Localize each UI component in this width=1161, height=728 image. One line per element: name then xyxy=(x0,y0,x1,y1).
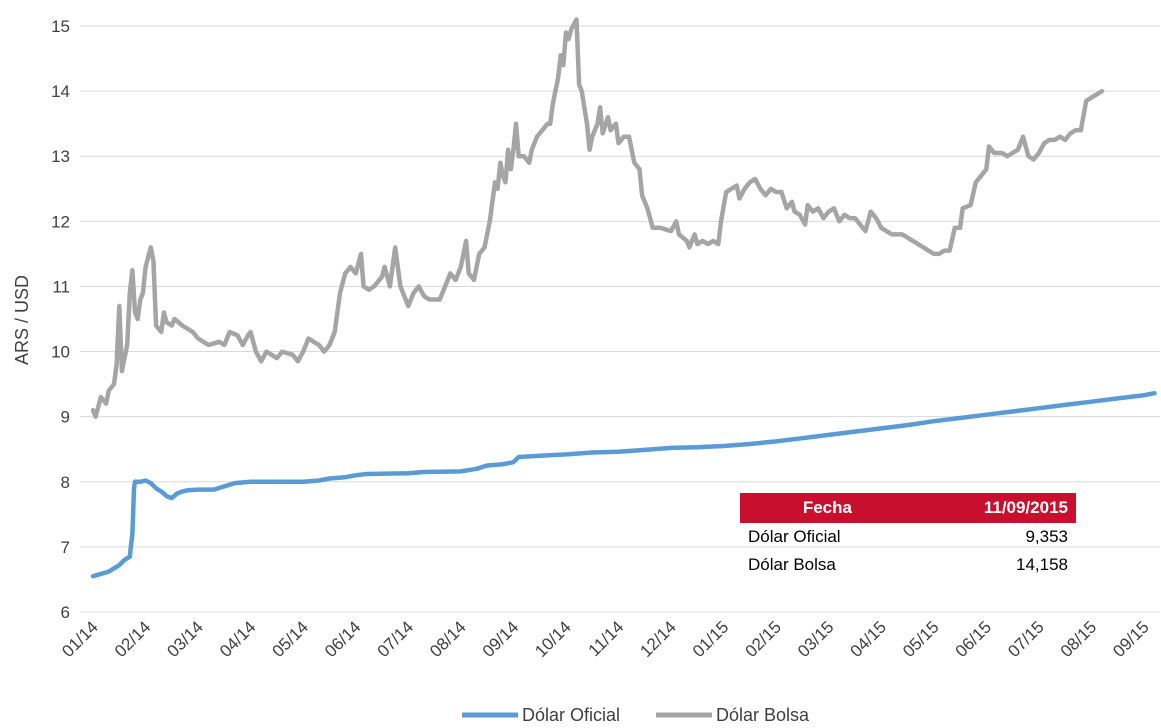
info-table: Fecha 11/09/2015 Dólar Oficial 9,353 Dól… xyxy=(740,493,1076,579)
x-tick-label: 07/14 xyxy=(374,617,418,661)
info-table-header-date: 11/09/2015 xyxy=(914,493,1076,523)
info-table-row-label: Dólar Bolsa xyxy=(748,555,836,574)
series-line-d-lar-oficial xyxy=(90,390,1157,579)
y-axis-label: ARS / USD xyxy=(12,275,32,365)
x-tick-label: 08/15 xyxy=(1057,617,1101,661)
y-tick-label: 12 xyxy=(51,212,70,231)
y-tick-label: 15 xyxy=(51,17,70,36)
info-table-row-label: Dólar Oficial xyxy=(748,527,841,546)
x-tick-labels: 01/14 02/14 03/14 04/14 05/14 06/14 07/14 08/14… xyxy=(58,617,1153,661)
x-tick-label: 03/15 xyxy=(794,617,838,661)
x-tick-label: 12/14 xyxy=(636,617,680,661)
y-tick-label: 10 xyxy=(51,343,70,362)
legend: Dólar Oficial Dólar Bolsa xyxy=(462,705,810,725)
y-tick-labels: 6 7 8 9 10 11 12 13 14 15 xyxy=(51,17,70,622)
info-table-row: Dólar Bolsa 14,158 xyxy=(740,551,1076,579)
x-tick-label: 01/14 xyxy=(58,617,102,661)
x-tick-label: 09/14 xyxy=(479,617,523,661)
x-tick-label: 06/14 xyxy=(321,617,365,661)
y-tick-label: 9 xyxy=(61,408,70,427)
x-tick-label: 08/14 xyxy=(426,617,470,661)
series-layer xyxy=(90,17,1157,579)
info-table-row: Dólar Oficial 9,353 xyxy=(740,523,1076,551)
x-tick-label: 10/14 xyxy=(531,617,575,661)
y-tick-label: 11 xyxy=(52,277,70,296)
x-tick-label: 03/14 xyxy=(163,617,207,661)
series-line-d-lar-bolsa xyxy=(90,17,1105,419)
x-tick-label: 02/15 xyxy=(741,617,785,661)
x-tick-label: 09/15 xyxy=(1109,617,1153,661)
info-table-header-label: Fecha xyxy=(740,493,915,523)
x-tick-label: 04/14 xyxy=(216,617,260,661)
y-tick-label: 14 xyxy=(51,82,70,101)
legend-label: Dólar Bolsa xyxy=(716,705,810,725)
x-tick-label: 11/14 xyxy=(585,617,628,660)
y-tick-label: 7 xyxy=(61,538,70,557)
legend-label: Dólar Oficial xyxy=(522,705,620,725)
info-table-header: Fecha 11/09/2015 xyxy=(740,493,1076,523)
x-tick-label: 06/15 xyxy=(952,617,996,661)
x-tick-label: 07/15 xyxy=(1004,617,1048,661)
x-tick-label: 04/15 xyxy=(847,617,891,661)
y-tick-label: 6 xyxy=(61,603,70,622)
y-tick-label: 13 xyxy=(51,147,70,166)
y-tick-label: 8 xyxy=(61,473,70,492)
x-tick-label: 02/14 xyxy=(111,617,155,661)
x-tick-label: 05/15 xyxy=(899,617,943,661)
info-table-row-value: 9,353 xyxy=(1025,527,1068,546)
x-tick-label: 05/14 xyxy=(269,617,313,661)
info-table-row-value: 14,158 xyxy=(1016,555,1068,574)
x-tick-label: 01/15 xyxy=(689,617,733,661)
